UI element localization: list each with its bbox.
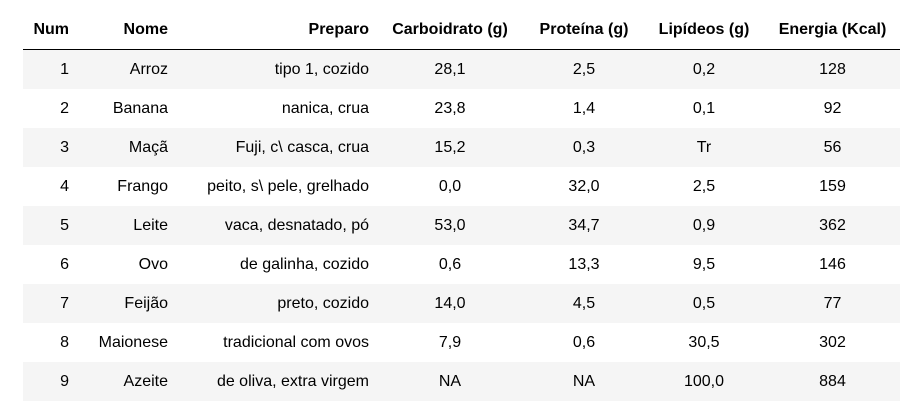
cell-proteina: 2,5	[525, 49, 643, 89]
cell-preparo: tipo 1, cozido	[174, 49, 375, 89]
table-row: 7 Feijão preto, cozido 14,0 4,5 0,5 77	[23, 284, 900, 323]
cell-lipideos: 0,2	[643, 49, 765, 89]
cell-proteina: 32,0	[525, 167, 643, 206]
cell-carboidrato: 7,9	[375, 323, 525, 362]
cell-num: 1	[23, 49, 75, 89]
cell-carboidrato: 0,6	[375, 245, 525, 284]
cell-nome: Azeite	[75, 362, 174, 401]
table-row: 9 Azeite de oliva, extra virgem NA NA 100,0 88…	[23, 362, 900, 401]
table-row: 6 Ovo de galinha, cozido 0,6 13,3 9,5 146	[23, 245, 900, 284]
cell-energia: 362	[765, 206, 900, 245]
cell-carboidrato: 0,0	[375, 167, 525, 206]
cell-proteina: 0,6	[525, 323, 643, 362]
cell-proteina: 1,4	[525, 89, 643, 128]
cell-energia: 92	[765, 89, 900, 128]
cell-carboidrato: 53,0	[375, 206, 525, 245]
cell-preparo: preto, cozido	[174, 284, 375, 323]
nutrition-table: Num Nome Preparo Carboidrato (g) Proteín…	[23, 11, 900, 401]
table-row: 3 Maçã Fuji, c\ casca, crua 15,2 0,3 Tr 56	[23, 128, 900, 167]
cell-preparo: vaca, desnatado, pó	[174, 206, 375, 245]
cell-nome: Arroz	[75, 49, 174, 89]
cell-num: 6	[23, 245, 75, 284]
cell-preparo: de galinha, cozido	[174, 245, 375, 284]
cell-preparo: Fuji, c\ casca, crua	[174, 128, 375, 167]
cell-nome: Feijão	[75, 284, 174, 323]
header-proteina: Proteína (g)	[525, 11, 643, 50]
cell-energia: 56	[765, 128, 900, 167]
cell-nome: Ovo	[75, 245, 174, 284]
cell-nome: Frango	[75, 167, 174, 206]
cell-carboidrato: 23,8	[375, 89, 525, 128]
cell-num: 8	[23, 323, 75, 362]
cell-num: 4	[23, 167, 75, 206]
nutrition-table-container: Num Nome Preparo Carboidrato (g) Proteín…	[23, 11, 900, 401]
cell-lipideos: 2,5	[643, 167, 765, 206]
cell-lipideos: 100,0	[643, 362, 765, 401]
header-preparo: Preparo	[174, 11, 375, 50]
cell-energia: 884	[765, 362, 900, 401]
cell-lipideos: 0,1	[643, 89, 765, 128]
cell-num: 3	[23, 128, 75, 167]
cell-proteina: 4,5	[525, 284, 643, 323]
cell-energia: 128	[765, 49, 900, 89]
cell-preparo: peito, s\ pele, grelhado	[174, 167, 375, 206]
header-row: Num Nome Preparo Carboidrato (g) Proteín…	[23, 11, 900, 50]
header-num: Num	[23, 11, 75, 50]
cell-energia: 77	[765, 284, 900, 323]
cell-lipideos: 0,5	[643, 284, 765, 323]
table-row: 1 Arroz tipo 1, cozido 28,1 2,5 0,2 128	[23, 49, 900, 89]
cell-energia: 146	[765, 245, 900, 284]
header-carboidrato: Carboidrato (g)	[375, 11, 525, 50]
cell-nome: Maionese	[75, 323, 174, 362]
table-body: 1 Arroz tipo 1, cozido 28,1 2,5 0,2 128 2 Banana…	[23, 49, 900, 401]
cell-energia: 159	[765, 167, 900, 206]
cell-proteina: 0,3	[525, 128, 643, 167]
header-nome: Nome	[75, 11, 174, 50]
cell-num: 2	[23, 89, 75, 128]
cell-lipideos: 9,5	[643, 245, 765, 284]
cell-preparo: de oliva, extra virgem	[174, 362, 375, 401]
cell-proteina: NA	[525, 362, 643, 401]
table-row: 2 Banana nanica, crua 23,8 1,4 0,1 92	[23, 89, 900, 128]
header-lipideos: Lipídeos (g)	[643, 11, 765, 50]
cell-preparo: tradicional com ovos	[174, 323, 375, 362]
cell-carboidrato: 14,0	[375, 284, 525, 323]
cell-nome: Banana	[75, 89, 174, 128]
header-energia: Energia (Kcal)	[765, 11, 900, 50]
cell-num: 5	[23, 206, 75, 245]
cell-nome: Maçã	[75, 128, 174, 167]
table-row: 8 Maionese tradicional com ovos 7,9 0,6 30,5 3…	[23, 323, 900, 362]
cell-nome: Leite	[75, 206, 174, 245]
cell-preparo: nanica, crua	[174, 89, 375, 128]
cell-carboidrato: 28,1	[375, 49, 525, 89]
cell-energia: 302	[765, 323, 900, 362]
cell-carboidrato: NA	[375, 362, 525, 401]
cell-lipideos: 30,5	[643, 323, 765, 362]
cell-num: 7	[23, 284, 75, 323]
cell-carboidrato: 15,2	[375, 128, 525, 167]
cell-proteina: 34,7	[525, 206, 643, 245]
table-row: 4 Frango peito, s\ pele, grelhado 0,0 32,0 2,…	[23, 167, 900, 206]
cell-proteina: 13,3	[525, 245, 643, 284]
cell-lipideos: Tr	[643, 128, 765, 167]
cell-num: 9	[23, 362, 75, 401]
cell-lipideos: 0,9	[643, 206, 765, 245]
table-row: 5 Leite vaca, desnatado, pó 53,0 34,7 0,9 362	[23, 206, 900, 245]
